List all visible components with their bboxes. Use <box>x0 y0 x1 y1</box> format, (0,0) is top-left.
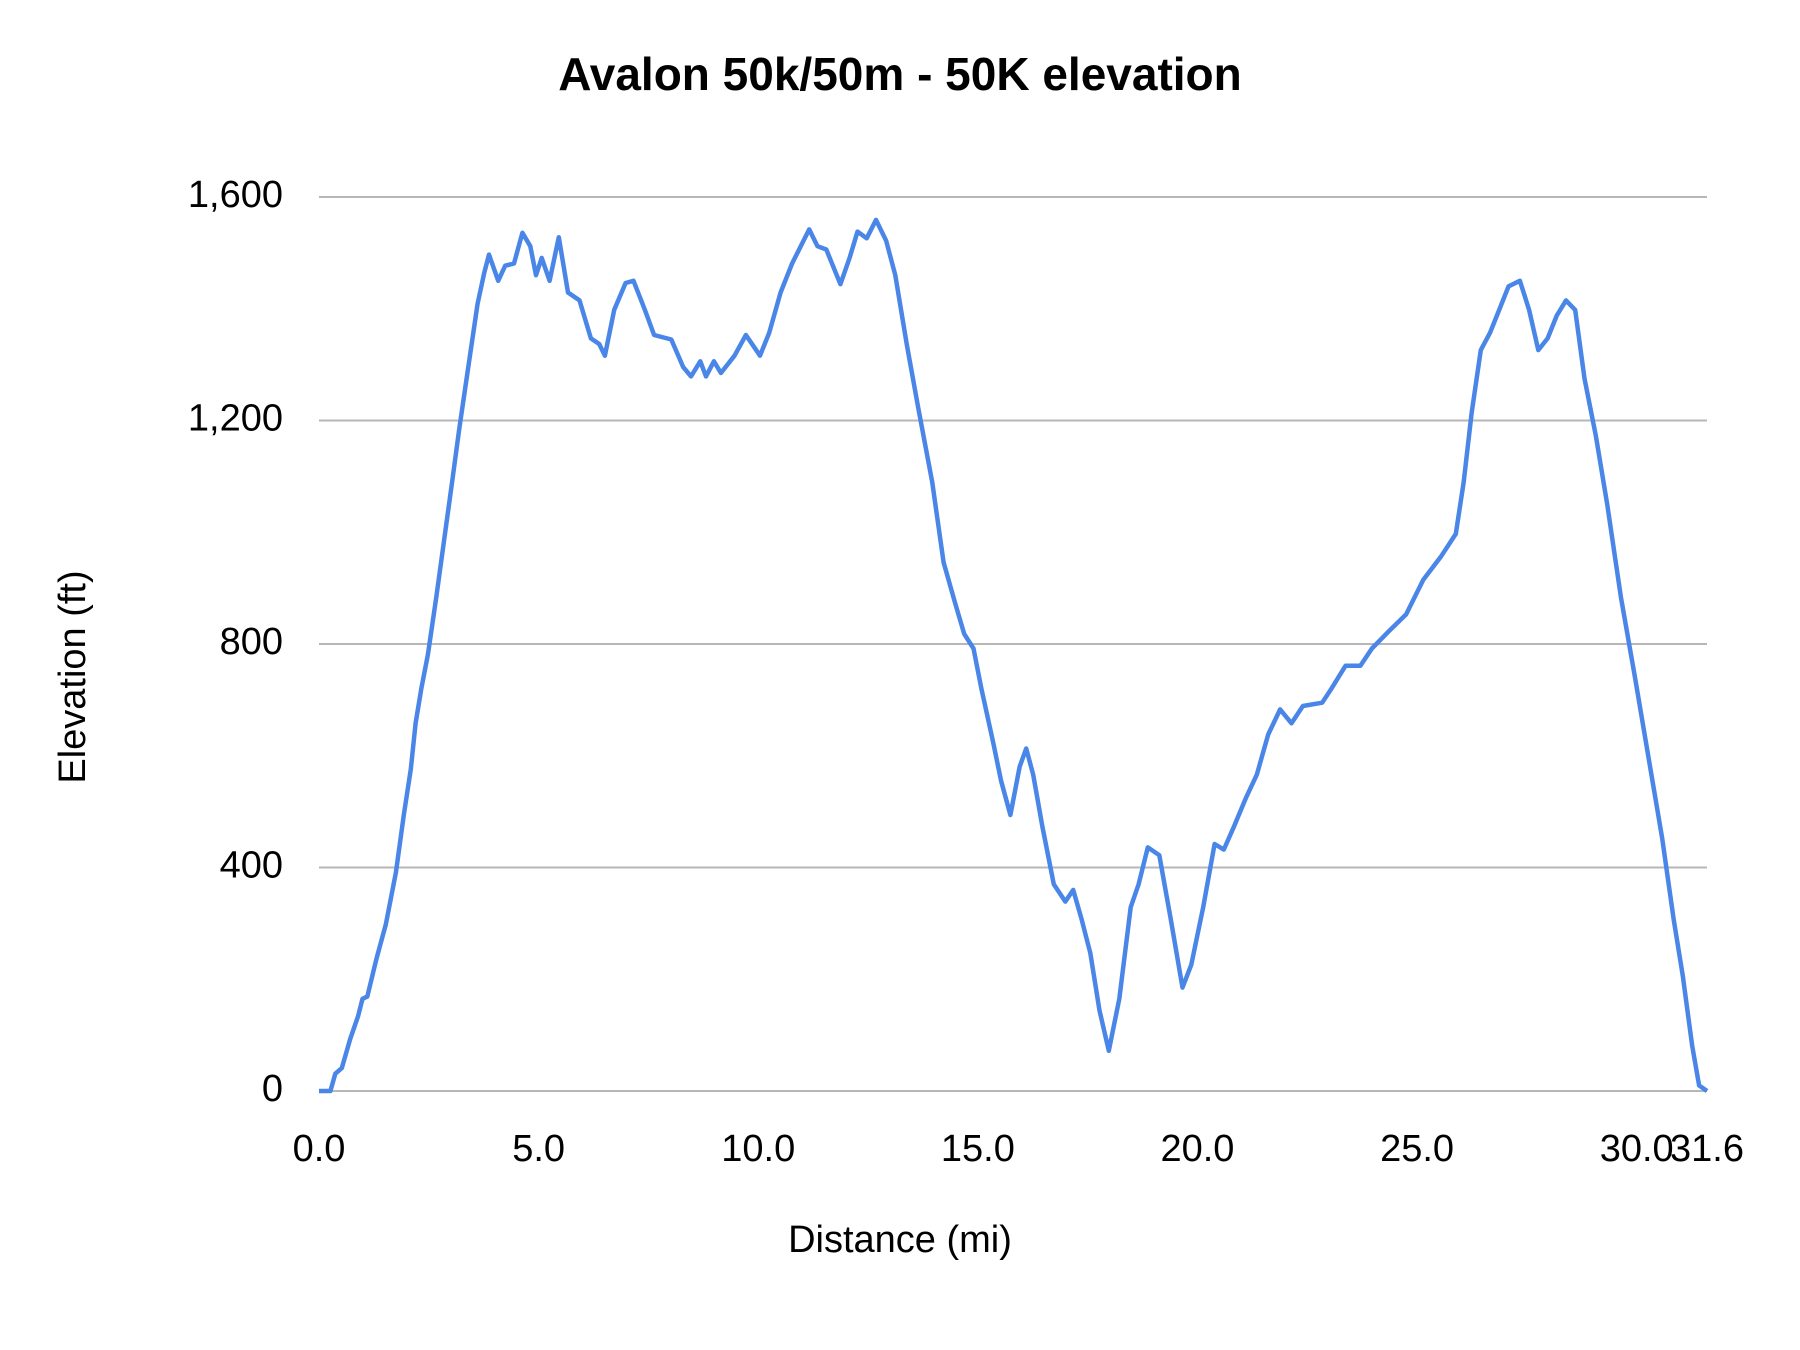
x-axis-title: Distance (mi) <box>788 1219 1012 1261</box>
x-tick-label: 20.0 <box>1160 1128 1234 1170</box>
x-tick-label: 5.0 <box>512 1128 565 1170</box>
y-tick-label: 1,600 <box>188 174 283 216</box>
y-tick-label: 0 <box>262 1068 283 1110</box>
y-tick-label: 1,200 <box>188 398 283 440</box>
x-tick-label: 15.0 <box>941 1128 1015 1170</box>
y-axis-title: Elevation (ft) <box>52 570 94 783</box>
x-tick-label: 31.6 <box>1670 1128 1744 1170</box>
x-tick-label: 25.0 <box>1380 1128 1454 1170</box>
x-tick-label: 0.0 <box>293 1128 346 1170</box>
y-tick-label: 800 <box>220 621 283 663</box>
elevation-line <box>319 217 1709 1094</box>
x-tick-label: 10.0 <box>721 1128 795 1170</box>
y-tick-label: 400 <box>220 845 283 887</box>
chart-title: Avalon 50k/50m - 50K elevation <box>558 48 1242 100</box>
x-tick-label: 30.0 <box>1600 1128 1674 1170</box>
